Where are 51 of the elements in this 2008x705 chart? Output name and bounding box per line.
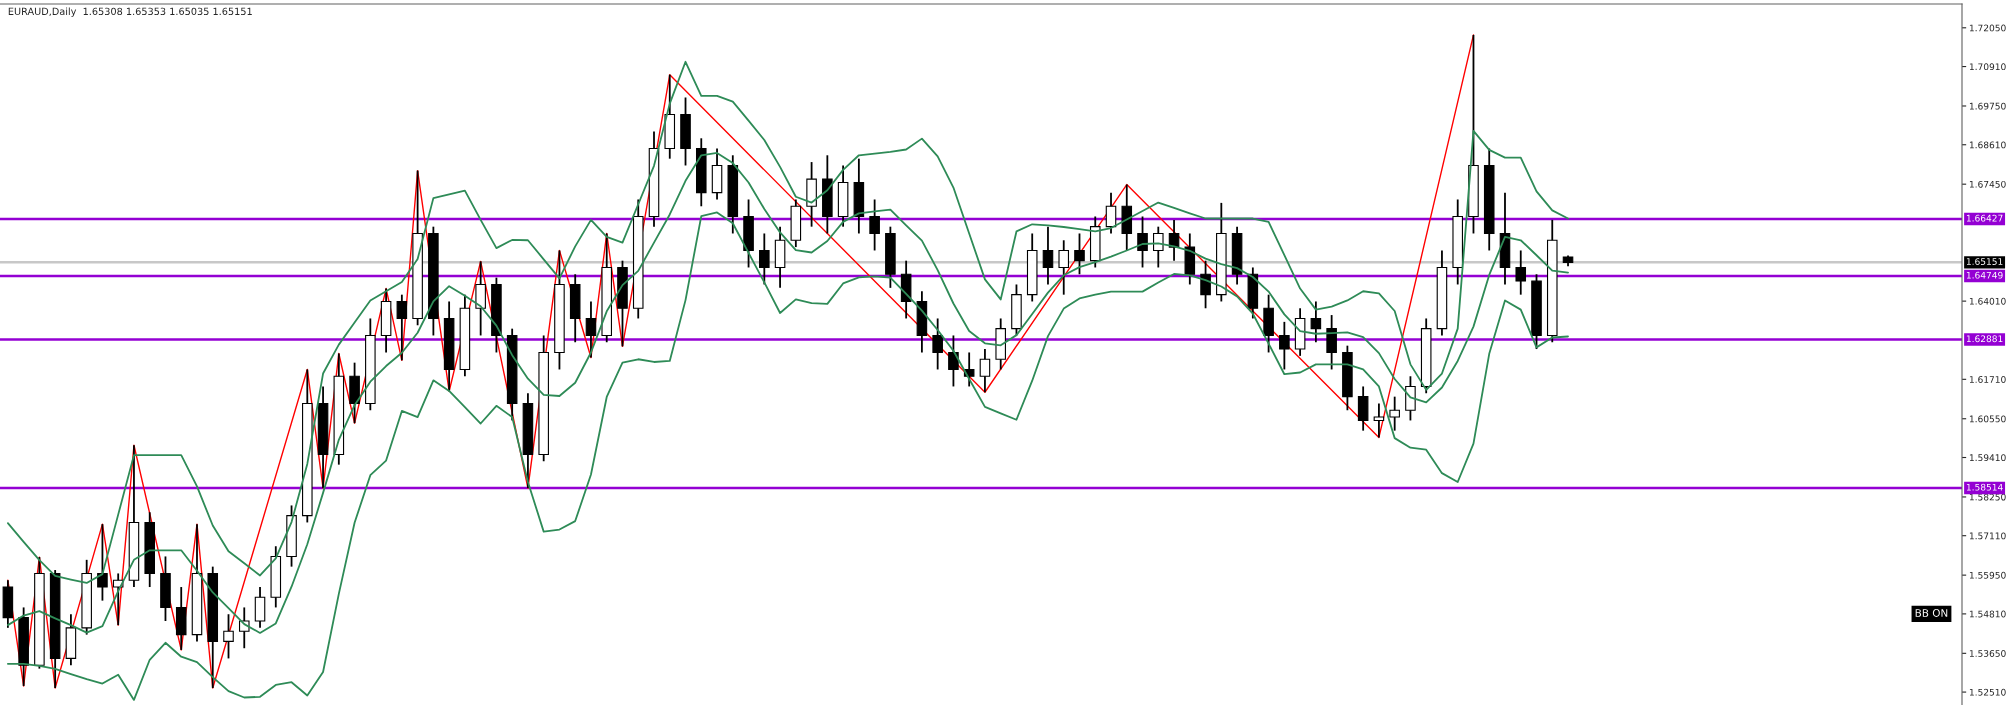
candlestick xyxy=(97,523,108,602)
ref-line-label: 1.66427 xyxy=(1966,214,2003,222)
candlestick xyxy=(1373,402,1385,439)
y-tick-label: 1.69750 xyxy=(1969,102,2006,110)
y-tick-label: 1.58250 xyxy=(1969,493,2006,501)
candlestick xyxy=(1515,249,1527,296)
candlestick xyxy=(948,334,959,388)
y-tick-label: 1.72050 xyxy=(1969,24,2006,32)
candlestick xyxy=(1137,215,1148,269)
candlestick xyxy=(1042,225,1054,286)
y-tick-label: 1.60550 xyxy=(1969,415,2006,423)
ref-line-label: 1.62881 xyxy=(1966,335,2003,343)
candlestick xyxy=(1105,191,1117,235)
candlestick xyxy=(759,232,770,286)
y-tick-label: 1.54810 xyxy=(1969,610,2006,618)
candlestick xyxy=(1405,375,1416,422)
y-tick-label: 1.52510 xyxy=(1969,688,2006,696)
line-series xyxy=(6,151,1569,634)
candlestick xyxy=(254,586,266,629)
candlestick xyxy=(475,260,486,337)
candlestick xyxy=(932,317,943,371)
y-tick-label: 1.55950 xyxy=(1969,571,2006,579)
chart-title: EURAUD,Daily 1.65308 1.65353 1.65035 1.65151 xyxy=(8,7,252,17)
candlestick xyxy=(1357,385,1369,432)
candlestick xyxy=(1326,314,1337,371)
candlestick xyxy=(869,198,880,252)
text: BB ON xyxy=(1915,609,1948,617)
candlestick xyxy=(1389,395,1400,432)
line-series xyxy=(6,211,1569,701)
candlestick xyxy=(1153,225,1164,269)
candlestick xyxy=(979,348,991,394)
ref-line-label: 1.64749 xyxy=(1966,271,2003,279)
y-tick-label: 1.70910 xyxy=(1969,63,2006,71)
y-tick-label: 1.68610 xyxy=(1969,141,2006,149)
y-tick-label: 1.64010 xyxy=(1969,297,2006,305)
candlestick xyxy=(1074,232,1085,276)
candlestick xyxy=(1279,320,1290,371)
candlestick xyxy=(1310,300,1322,344)
y-tick-label: 1.59410 xyxy=(1969,454,2006,462)
candlestick xyxy=(223,613,234,660)
y-tick-label: 1.57110 xyxy=(1969,532,2006,540)
ref-line-label: 1.65151 xyxy=(1966,258,2003,265)
y-tick-label: 1.67450 xyxy=(1969,180,2006,188)
y-tick-label: 1.61710 xyxy=(1969,376,2006,383)
candlestick xyxy=(396,293,408,362)
candlestick xyxy=(963,351,975,388)
candlestick xyxy=(585,300,597,359)
candlestick xyxy=(1058,239,1070,296)
y-tick-label: 1.53650 xyxy=(1969,650,2006,657)
candlestick xyxy=(1200,259,1211,310)
ref-line-label: 1.58514 xyxy=(1966,483,2003,491)
